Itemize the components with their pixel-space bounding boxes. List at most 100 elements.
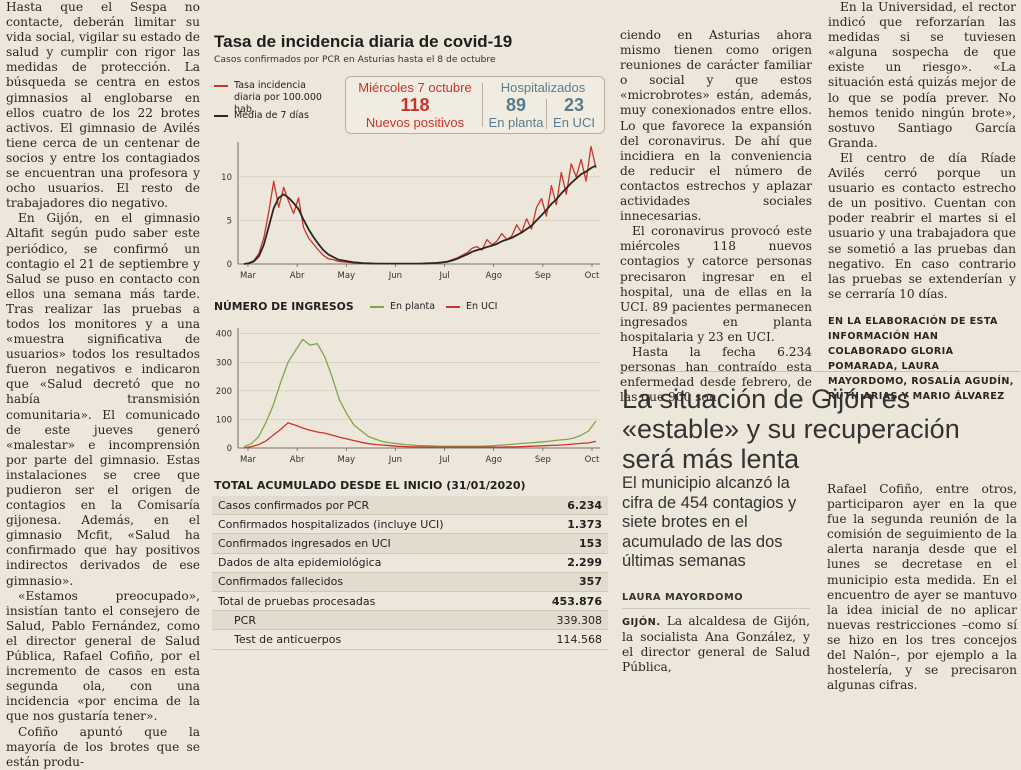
row-label: Confirmados hospitalizados (incluye UCI) bbox=[212, 514, 526, 535]
x-tick-label: Mar bbox=[240, 271, 257, 281]
x-tick-label: Abr bbox=[290, 455, 305, 465]
paragraph: Hasta que el Sespa no contacte, deberán … bbox=[6, 0, 200, 211]
paragraph: El coronavirus provocó este miércoles 11… bbox=[620, 224, 812, 344]
row-value: 6.234 bbox=[525, 496, 608, 516]
icu-label: En UCI bbox=[553, 115, 595, 130]
x-tick-label: Oct bbox=[585, 455, 600, 465]
legend-swatch-rate bbox=[214, 84, 228, 87]
paragraph: Hasta la fecha 6.234 personas han contra… bbox=[620, 344, 812, 405]
admissions-title: NÚMERO DE INGRESOS bbox=[214, 300, 354, 313]
x-tick-label: Sep bbox=[535, 271, 551, 281]
row-label: Dados de alta epidemiológica bbox=[212, 553, 526, 573]
article-column-4: En la Universidad, el rector indicó que … bbox=[828, 0, 1016, 404]
paragraph: ciendo en Asturias ahora mismo tienen co… bbox=[620, 28, 812, 224]
infographic-title: Tasa de incidencia diaria de covid-19 bbox=[214, 32, 513, 51]
series-line bbox=[243, 145, 597, 265]
y-tick-label: 5 bbox=[227, 216, 232, 226]
totals-table: Casos confirmados por PCR 6.234 Confirmad… bbox=[212, 496, 608, 650]
article-column-1: Hasta que el Sespa no contacte, deberán … bbox=[6, 0, 200, 770]
article2-column-2: Rafael Cofiño, entre otros, participaron… bbox=[827, 482, 1017, 693]
y-tick-label: 0 bbox=[227, 260, 232, 270]
summary-date: Miércoles 7 octubre bbox=[358, 80, 472, 95]
x-tick-label: Mar bbox=[240, 455, 257, 465]
x-tick-label: Ago bbox=[486, 455, 502, 465]
x-tick-label: Sep bbox=[535, 455, 551, 465]
legend-avg: Media de 7 días bbox=[214, 110, 309, 122]
x-tick-label: May bbox=[337, 271, 355, 281]
ward-label: En planta bbox=[488, 115, 544, 130]
legend-icu: En UCI bbox=[446, 301, 497, 312]
row-label: PCR bbox=[212, 610, 526, 631]
legend-label-ward: En planta bbox=[390, 301, 436, 312]
article-byline: LAURA MAYORDOMO bbox=[622, 592, 744, 603]
daily-summary-box: Miércoles 7 octubre 118 Nuevos positivos… bbox=[345, 76, 605, 134]
x-tick-label: Jun bbox=[388, 271, 402, 281]
section-divider bbox=[620, 371, 1020, 372]
legend-ward: En planta bbox=[370, 301, 435, 312]
y-tick-label: 400 bbox=[216, 330, 232, 340]
row-value: 153 bbox=[525, 533, 608, 554]
x-tick-label: Jul bbox=[438, 271, 449, 281]
row-label: Total de pruebas procesadas bbox=[212, 591, 526, 612]
article-deck: El municipio alcanzó la cifra de 454 con… bbox=[622, 474, 797, 570]
x-tick-label: Jul bbox=[438, 455, 449, 465]
row-value: 114.568 bbox=[525, 629, 608, 650]
x-tick-label: Jun bbox=[388, 455, 402, 465]
row-value: 339.308 bbox=[525, 610, 608, 631]
table-row: Test de anticuerpos 114.568 bbox=[212, 629, 608, 650]
row-value: 357 bbox=[525, 572, 608, 592]
box-divider bbox=[482, 83, 483, 127]
table-row: Dados de alta epidemiológica 2.299 bbox=[212, 553, 608, 573]
legend-label-avg: Media de 7 días bbox=[234, 110, 309, 121]
paragraph: Cofiño apuntó que la mayoría de los brot… bbox=[6, 724, 200, 769]
series-line bbox=[243, 164, 597, 265]
x-tick-label: Abr bbox=[290, 271, 305, 281]
row-label: Confirmados fallecidos bbox=[212, 572, 526, 592]
series-line bbox=[243, 338, 597, 448]
article2-column-1: GIJÓN. La alcaldesa de Gijón, la sociali… bbox=[622, 614, 810, 675]
paragraph: Rafael Cofiño, entre otros, participaron… bbox=[827, 482, 1017, 693]
ward-number: 89 bbox=[505, 95, 527, 115]
table-row: Casos confirmados por PCR 6.234 bbox=[212, 496, 608, 516]
icu-number: 23 bbox=[563, 95, 585, 115]
table-row: PCR 339.308 bbox=[212, 610, 608, 631]
row-label: Test de anticuerpos bbox=[212, 629, 526, 650]
legend-swatch-avg bbox=[214, 114, 228, 117]
article-column-3: ciendo en Asturias ahora mismo tienen co… bbox=[620, 28, 812, 405]
article-headline: La situación de Gijón es «estable» y su … bbox=[622, 384, 960, 474]
y-tick-label: 10 bbox=[221, 173, 232, 183]
infographic-subtitle: Casos confirmados por PCR en Asturias ha… bbox=[214, 54, 496, 65]
byline-divider bbox=[622, 608, 810, 609]
table-row: Confirmados hospitalizados (incluye UCI)… bbox=[212, 514, 608, 535]
y-tick-label: 200 bbox=[216, 387, 232, 397]
paragraph: En Gijón, en el gimnasio Altafit según p… bbox=[6, 211, 200, 588]
legend-label-rate: Tasa incidencia diaria por 100.000 hab. bbox=[234, 80, 322, 115]
dateline: GIJÓN. bbox=[622, 617, 661, 628]
legend-label-icu: En UCI bbox=[466, 301, 498, 312]
series-line bbox=[243, 422, 597, 449]
x-tick-label: May bbox=[337, 455, 355, 465]
y-tick-label: 0 bbox=[227, 444, 232, 454]
row-value: 1.373 bbox=[525, 514, 608, 535]
table-row: Total de pruebas procesadas 453.876 bbox=[212, 591, 608, 612]
row-value: 453.876 bbox=[525, 591, 608, 612]
hospitalized-title: Hospitalizados bbox=[500, 80, 586, 95]
legend-swatch-icu bbox=[446, 305, 460, 308]
credits: EN LA ELABORACIÓN DE ESTA INFORMACIÓN HA… bbox=[828, 315, 1014, 402]
row-label: Confirmados ingresados en UCI bbox=[212, 533, 526, 554]
incidence-chart: 0 5 10 Mar Abr May Jun Jul Ago Sep Oct bbox=[221, 142, 600, 281]
paragraph: «Estamos preocupado», insistían tanto el… bbox=[6, 588, 200, 724]
table-row: Confirmados fallecidos 357 bbox=[212, 572, 608, 592]
paragraph: El centro de día Ríade Avilés cerró porq… bbox=[828, 150, 1016, 301]
box-divider-2 bbox=[546, 99, 547, 129]
table-row: Confirmados ingresados en UCI 153 bbox=[212, 533, 608, 554]
y-tick-label: 300 bbox=[216, 358, 232, 368]
x-tick-label: Oct bbox=[585, 271, 600, 281]
legend-rate: Tasa incidencia diaria por 100.000 hab. bbox=[214, 80, 344, 116]
legend-swatch-ward bbox=[370, 305, 384, 308]
x-tick-label: Ago bbox=[486, 271, 502, 281]
row-label: Casos confirmados por PCR bbox=[212, 496, 526, 516]
y-tick-label: 100 bbox=[216, 415, 232, 425]
new-positives-label: Nuevos positivos bbox=[365, 115, 465, 130]
new-positives-number: 118 bbox=[400, 95, 430, 115]
